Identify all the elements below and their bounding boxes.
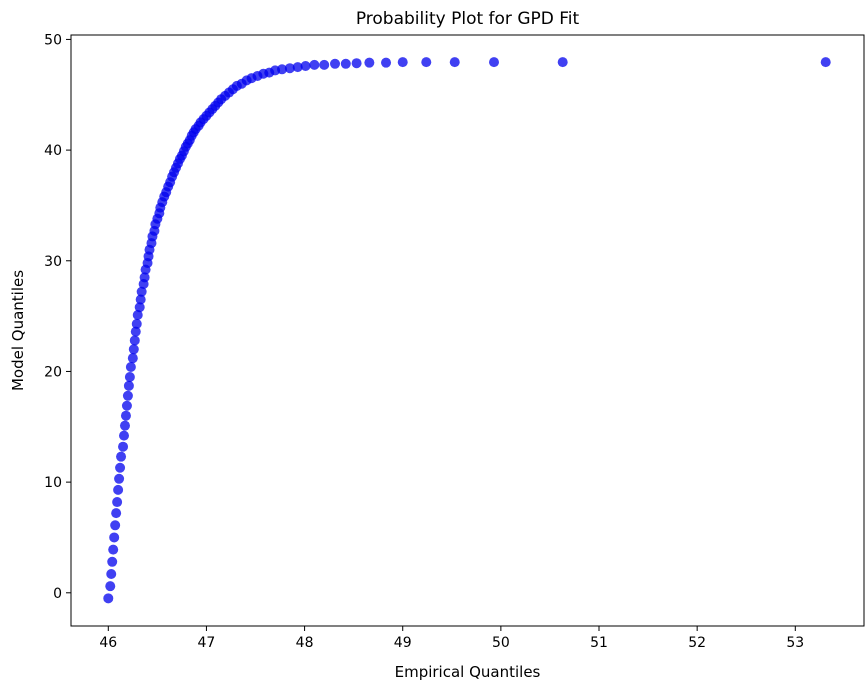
data-point: [115, 462, 126, 473]
data-point: [319, 59, 330, 70]
data-point: [351, 58, 362, 69]
data-point: [116, 451, 127, 462]
y-tick-label: 0: [53, 586, 62, 602]
data-point: [421, 57, 432, 68]
data-point: [106, 568, 117, 579]
x-tick-label: 47: [198, 635, 216, 651]
data-point: [489, 57, 499, 68]
data-point: [134, 302, 145, 313]
chart-title: Probability Plot for GPD Fit: [356, 9, 580, 29]
y-tick-label: 30: [44, 254, 62, 270]
data-point: [364, 57, 375, 68]
data-point: [118, 441, 129, 452]
data-point: [105, 581, 116, 592]
data-point: [128, 344, 139, 355]
data-point: [129, 335, 140, 346]
x-tick-label: 48: [296, 635, 314, 651]
data-point: [113, 484, 124, 495]
x-tick-label: 51: [590, 635, 608, 651]
x-tick-label: 50: [492, 635, 510, 651]
data-point: [103, 593, 114, 604]
y-tick-label: 40: [44, 143, 62, 159]
data-point: [136, 286, 147, 297]
x-tick-label: 49: [394, 635, 412, 651]
data-point: [108, 544, 119, 555]
data-point: [139, 272, 150, 283]
data-point: [284, 63, 295, 74]
data-point: [125, 362, 136, 373]
x-tick-label: 53: [786, 635, 804, 651]
data-point: [397, 57, 408, 68]
x-tick-label: 52: [688, 635, 706, 651]
data-point: [277, 64, 288, 75]
plot-frame: [70, 34, 865, 627]
data-point: [120, 410, 131, 421]
data-point: [131, 318, 142, 329]
x-tick-label: 46: [99, 635, 117, 651]
data-point: [122, 390, 133, 401]
data-point: [110, 520, 121, 531]
data-point: [123, 380, 134, 391]
data-point: [557, 57, 568, 68]
data-point: [340, 58, 351, 69]
data-point: [820, 57, 831, 68]
data-point: [127, 353, 138, 364]
x-axis-ticks: 46 47 48 49 50 51 52 53: [99, 626, 804, 651]
data-point: [309, 59, 320, 70]
y-axis-ticks: 0 10 20 30 40 50: [44, 32, 71, 602]
data-point: [121, 400, 132, 411]
data-point: [119, 420, 130, 431]
data-point: [112, 497, 123, 508]
y-tick-label: 50: [44, 32, 62, 48]
data-point: [119, 430, 129, 441]
y-tick-label: 10: [44, 475, 62, 491]
data-point: [135, 294, 146, 305]
y-tick-label: 20: [44, 364, 62, 380]
scatter-points: [103, 57, 831, 604]
data-point: [114, 473, 125, 484]
data-point: [381, 57, 392, 68]
data-point: [107, 556, 118, 567]
data-point: [292, 62, 303, 73]
x-axis-label: Empirical Quantiles: [395, 663, 541, 681]
data-point: [132, 310, 143, 321]
data-point: [124, 371, 135, 382]
data-point: [449, 57, 460, 68]
data-point: [130, 326, 141, 337]
data-point: [300, 60, 311, 71]
data-point: [330, 58, 341, 69]
data-point: [109, 532, 120, 543]
y-axis-label: Model Quantiles: [9, 270, 27, 391]
data-point: [111, 508, 122, 519]
